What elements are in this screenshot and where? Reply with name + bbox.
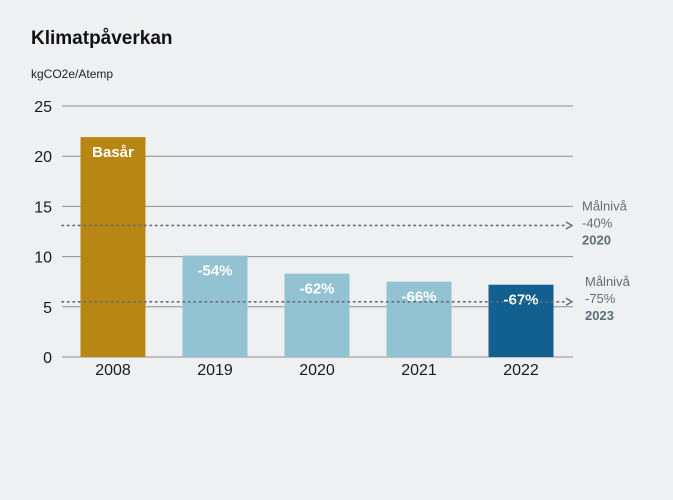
y-tick-label: 0 [43,350,52,367]
y-axis-ticks: 0 5 10 15 20 25 [34,99,52,367]
bars [80,137,554,357]
y-tick-label: 15 [34,199,52,216]
bar [284,273,350,357]
bar-label: -67% [503,292,538,309]
bar-label: -62% [299,281,334,298]
x-tick-label: 2022 [503,362,539,379]
target-lines: Målnivå -40% 2020 Målnivå -75% 2023 [61,198,631,323]
y-tick-label: 5 [43,300,52,317]
target-label-line: -40% [582,215,613,230]
target-label-line: -75% [585,291,616,306]
x-axis-ticks: 2008 2019 2020 2021 2022 [95,362,539,379]
target-label-line: Målnivå [585,274,631,289]
bar [182,255,248,357]
x-tick-label: 2008 [95,362,131,379]
x-tick-label: 2020 [299,362,335,379]
bar [386,281,452,357]
target-label-line: Målnivå [582,198,628,213]
y-tick-label: 25 [34,99,52,116]
x-tick-label: 2019 [197,362,233,379]
target-label-line: 2020 [582,232,611,247]
y-axis-unit-label: kgCO2e/Atemp [31,67,114,81]
target-arrow-icon [565,221,574,230]
bar-label: -54% [197,263,232,280]
target-label-line: 2023 [585,308,614,323]
y-tick-label: 10 [34,250,52,267]
target-arrow-icon [565,297,574,306]
chart-title: Klimatpåverkan [31,28,173,49]
bar-labels: Basår -54% -62% -66% -67% [92,144,538,309]
bar-label: -66% [401,289,436,306]
bar [488,284,554,357]
y-tick-label: 20 [34,149,52,166]
bar-label: Basår [92,144,134,161]
bar [80,137,146,357]
x-tick-label: 2021 [401,362,437,379]
